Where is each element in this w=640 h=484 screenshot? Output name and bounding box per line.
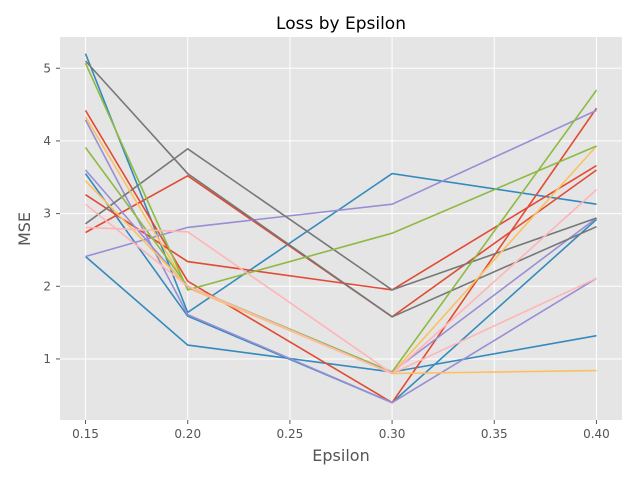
series-group [84, 53, 598, 404]
y-axis-label: MSE [15, 212, 34, 246]
series-line-10 [84, 60, 597, 318]
y-tick-label: 4 [43, 134, 51, 148]
series-line-17 [84, 203, 597, 375]
series-line-11 [85, 147, 597, 291]
x-tick-label: 0.25 [277, 427, 304, 441]
y-tick-label: 1 [43, 352, 51, 366]
x-tick-label: 0.30 [379, 427, 406, 441]
x-axis-ticks: 0.15 0.20 0.25 0.30 0.35 0.40 [72, 420, 610, 441]
x-tick-label: 0.35 [481, 427, 508, 441]
x-tick-label: 0.20 [174, 427, 201, 441]
series-line-14 [84, 62, 597, 291]
series-line-8 [85, 109, 597, 258]
y-tick-label: 5 [43, 61, 51, 75]
y-tick-label: 3 [43, 207, 51, 221]
y-tick-label: 2 [43, 279, 51, 293]
series-line-5 [85, 169, 597, 318]
plot-background [60, 37, 622, 420]
x-tick-label: 0.40 [583, 427, 610, 441]
series-line-16 [85, 189, 598, 375]
x-tick-label: 0.15 [72, 427, 99, 441]
y-axis-ticks: 1 2 3 4 5 [43, 61, 60, 366]
chart-title: Loss by Epsilon [276, 14, 406, 34]
x-axis-label: Epsilon [312, 446, 369, 465]
series-line-4 [84, 107, 598, 404]
